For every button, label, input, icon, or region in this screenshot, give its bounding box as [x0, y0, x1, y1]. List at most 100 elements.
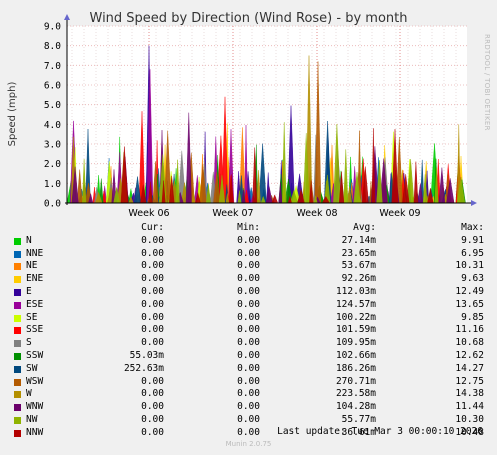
legend-cur-value: 0.00	[141, 234, 164, 246]
legend-max-value: 14.38	[455, 388, 484, 400]
legend-series-name: NE	[26, 260, 38, 272]
legend-max-value: 9.85	[461, 311, 484, 323]
legend-row-ne: NE 0.00 0.00 53.67m 10.31	[12, 260, 488, 273]
x-tick-label: Week 06	[128, 208, 169, 219]
legend-cur-value: 0.00	[141, 426, 164, 438]
legend-cur-value: 0.00	[141, 247, 164, 259]
legend-min-value: 0.00	[237, 311, 260, 323]
legend-min-value: 0.00	[237, 337, 260, 349]
y-tick-label: 3.0	[44, 140, 61, 151]
legend-row-ssw: SSW 55.03m 0.00 102.66m 12.62	[12, 350, 488, 363]
legend-cur-value: 55.03m	[129, 349, 164, 361]
legend-header-cur: Cur:	[141, 222, 164, 233]
legend-series-name: SE	[26, 311, 38, 323]
legend-max-value: 10.31	[455, 260, 484, 272]
legend-avg-value: 186.26m	[335, 362, 376, 374]
legend-avg-value: 124.57m	[335, 298, 376, 310]
legend-min-value: 0.00	[237, 324, 260, 336]
legend-row-nw: NW 0.00 0.00 55.77m 10.30	[12, 414, 488, 427]
legend: Cur: Min: Avg: Max: N 0.00 0.00 27.14m 9.91 N…	[12, 222, 488, 440]
y-tick-label: 4.0	[44, 120, 61, 131]
legend-max-value: 11.44	[455, 401, 484, 413]
legend-min-value: 0.00	[237, 362, 260, 374]
legend-cur-value: 0.00	[141, 285, 164, 297]
legend-header-max: Max:	[461, 222, 484, 233]
legend-swatch	[14, 263, 21, 271]
legend-max-value: 12.49	[455, 285, 484, 297]
x-axis-arrow	[471, 200, 477, 206]
legend-avg-value: 109.95m	[335, 337, 376, 349]
legend-max-value: 12.75	[455, 375, 484, 387]
legend-avg-value: 36.61m	[341, 426, 376, 438]
legend-row-sw: SW 252.63m 0.00 186.26m 14.27	[12, 363, 488, 376]
legend-rows: N 0.00 0.00 27.14m 9.91 NNE 0.00 0.00 23.65m 6.95…	[12, 235, 488, 440]
plot-background	[67, 26, 467, 203]
legend-series-name: WSW	[26, 375, 44, 387]
x-tick-labels: Week 06 Week 07 Week 08 Week 09	[128, 208, 420, 219]
legend-row-n: N 0.00 0.00 27.14m 9.91	[12, 235, 488, 248]
legend-row-ese: ESE 0.00 0.00 124.57m 13.65	[12, 299, 488, 312]
y-axis-label: Speed (mph)	[7, 82, 18, 147]
legend-avg-value: 53.67m	[341, 260, 376, 272]
legend-row-nnw: NNW 0.00 0.00 36.61m 10.48	[12, 427, 488, 440]
legend-min-value: 0.00	[237, 285, 260, 297]
rrdtool-credit: RRDTOOL / TOBI OETIKER	[483, 34, 491, 131]
legend-swatch	[14, 327, 21, 335]
legend-swatch	[14, 340, 21, 348]
legend-series-name: WNW	[26, 401, 44, 413]
legend-cur-value: 0.00	[141, 401, 164, 413]
legend-swatch	[14, 301, 21, 309]
y-tick-label: 9.0	[44, 22, 61, 33]
legend-cur-value: 0.00	[141, 324, 164, 336]
legend-avg-value: 112.03m	[335, 285, 376, 297]
legend-min-value: 0.00	[237, 234, 260, 246]
series-spikes	[66, 45, 466, 204]
legend-header-avg: Avg:	[353, 222, 376, 233]
legend-cur-value: 0.00	[141, 273, 164, 285]
legend-series-name: NW	[26, 413, 38, 425]
legend-swatch	[14, 288, 21, 296]
legend-swatch	[14, 276, 21, 284]
legend-avg-value: 23.65m	[341, 247, 376, 259]
legend-avg-value: 223.58m	[335, 388, 376, 400]
legend-series-name: ESE	[26, 298, 44, 310]
legend-row-nne: NNE 0.00 0.00 23.65m 6.95	[12, 248, 488, 261]
legend-row-wsw: WSW 0.00 0.00 270.71m 12.75	[12, 376, 488, 389]
legend-avg-value: 104.28m	[335, 401, 376, 413]
series-nnw	[120, 128, 434, 204]
axes	[64, 14, 477, 206]
legend-max-value: 11.16	[455, 324, 484, 336]
legend-series-name: N	[26, 234, 32, 246]
x-tick-label: Week 09	[379, 208, 420, 219]
y-tick-label: 8.0	[44, 41, 61, 52]
legend-swatch	[14, 352, 21, 360]
legend-max-value: 12.62	[455, 349, 484, 361]
y-tick-label: 2.0	[44, 159, 61, 170]
legend-max-value: 10.30	[455, 413, 484, 425]
legend-avg-value: 55.77m	[341, 413, 376, 425]
y-tick-labels: 0.0 1.0 2.0 3.0 4.0 5.0 6.0 7.0 8.0 9.0	[44, 22, 61, 210]
legend-max-value: 13.65	[455, 298, 484, 310]
legend-series-name: SSW	[26, 349, 44, 361]
legend-min-value: 0.00	[237, 375, 260, 387]
legend-header-min: Min:	[237, 222, 260, 233]
legend-cur-value: 0.00	[141, 337, 164, 349]
legend-series-name: SW	[26, 362, 38, 374]
legend-cur-value: 252.63m	[123, 362, 164, 374]
chart-title: Wind Speed by Direction (Wind Rose) - by…	[89, 11, 408, 26]
legend-cur-value: 0.00	[141, 413, 164, 425]
legend-series-name: SSE	[26, 324, 44, 336]
legend-min-value: 0.00	[237, 247, 260, 259]
legend-swatch	[14, 237, 21, 245]
last-update: Last update: Tue Mar 3 00:00:10 2026	[277, 426, 483, 437]
legend-row-sse: SSE 0.00 0.00 101.59m 11.16	[12, 324, 488, 337]
legend-max-value: 9.91	[461, 234, 484, 246]
legend-series-name: NNE	[26, 247, 44, 259]
legend-max-value: 9.63	[461, 273, 484, 285]
legend-cur-value: 0.00	[141, 375, 164, 387]
legend-series-name: W	[26, 388, 32, 400]
legend-max-value: 6.95	[461, 247, 484, 259]
legend-cur-value: 0.00	[141, 260, 164, 272]
y-tick-label: 6.0	[44, 81, 61, 92]
legend-avg-value: 27.14m	[341, 234, 376, 246]
